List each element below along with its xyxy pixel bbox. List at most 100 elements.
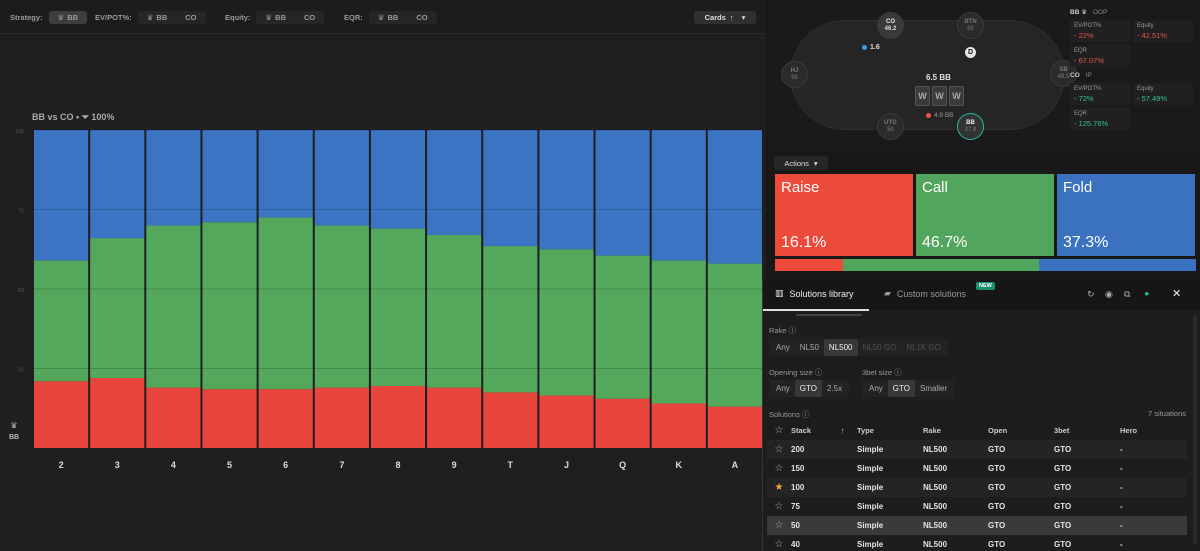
seat-btn[interactable]: BTN 50 — [957, 12, 984, 39]
equity-co-toggle[interactable]: CO — [304, 13, 316, 22]
equity-bb-toggle[interactable]: ♛ BB — [265, 13, 286, 22]
bar-segment-fold-5[interactable] — [202, 130, 257, 223]
bar-segment-fold-A[interactable] — [707, 130, 762, 264]
eye-icon[interactable]: ◉ — [1105, 289, 1113, 299]
bar-segment-fold-2[interactable] — [34, 130, 89, 261]
scrollbar[interactable] — [1193, 315, 1197, 545]
col-stack[interactable]: Stack ↑ — [791, 426, 845, 435]
bar-segment-fold-K[interactable] — [651, 130, 706, 261]
strategy-bb-toggle[interactable]: ♛ BB — [48, 11, 88, 24]
bar-segment-raise-T[interactable] — [483, 392, 538, 448]
ev-bb-toggle[interactable]: ♛ BB — [146, 13, 168, 22]
table-row[interactable]: ☆ 75 Simple NL500 GTO GTO - — [767, 497, 1187, 516]
bar-segment-raise-A[interactable] — [707, 406, 762, 448]
bar-segment-call-9[interactable] — [427, 234, 482, 388]
star-icon[interactable]: ☆ — [774, 520, 784, 531]
threebet-any[interactable]: Any — [869, 384, 883, 393]
bar-segment-call-3[interactable] — [90, 238, 145, 379]
bar-segment-raise-K[interactable] — [651, 403, 706, 448]
actions-dropdown[interactable]: Actions ▾ — [774, 156, 828, 170]
rake-nl50-go[interactable]: NL50 GO — [862, 343, 897, 352]
external-link-icon[interactable]: ⧉ — [1124, 289, 1131, 299]
bar-segment-fold-9[interactable] — [427, 130, 482, 235]
pin-icon[interactable]: ✦ — [1143, 289, 1151, 299]
opening-gto[interactable]: GTO — [794, 380, 822, 397]
col-hero[interactable]: Hero — [1120, 426, 1138, 435]
cell-type: Simple — [857, 521, 884, 530]
ev-co-toggle[interactable]: CO — [185, 13, 197, 22]
seat-co[interactable]: CO 46.2 — [877, 12, 904, 39]
bar-segment-call-J[interactable] — [539, 249, 594, 396]
bar-segment-fold-7[interactable] — [314, 130, 369, 226]
opening-any[interactable]: Any — [776, 384, 790, 393]
eqr-bb-toggle[interactable]: ♛ BB — [377, 13, 399, 22]
table-row[interactable]: ★ 100 Simple NL500 GTO GTO - — [767, 478, 1187, 497]
threebet-gto[interactable]: GTO — [887, 380, 915, 397]
action-raise[interactable]: Raise 16.1% — [775, 174, 913, 256]
rake-nl500[interactable]: NL500 — [823, 339, 858, 356]
opening-size-filter: Any GTO 2.5x — [769, 380, 850, 397]
col-type[interactable]: Type — [857, 426, 874, 435]
star-icon[interactable]: ☆ — [774, 463, 784, 474]
solutions-library: ▥ Solutions library ▰ Custom solutions N… — [762, 280, 1200, 551]
table-row[interactable]: ☆ 200 Simple NL500 GTO GTO - — [767, 440, 1187, 459]
action-call[interactable]: Call 46.7% — [916, 174, 1054, 256]
bar-segment-raise-2[interactable] — [34, 381, 89, 448]
rake-any[interactable]: Any — [776, 343, 790, 352]
bar-segment-call-5[interactable] — [202, 222, 257, 390]
bar-segment-raise-3[interactable] — [90, 378, 145, 448]
bar-segment-fold-4[interactable] — [146, 130, 201, 226]
bar-segment-call-K[interactable] — [651, 260, 706, 404]
col-3bet[interactable]: 3bet — [1054, 426, 1070, 435]
bar-segment-raise-7[interactable] — [314, 387, 369, 448]
bar-segment-call-8[interactable] — [370, 228, 426, 386]
bar-segment-raise-J[interactable] — [539, 395, 594, 448]
tab-custom-solutions[interactable]: ▰ Custom solutions — [884, 288, 966, 299]
tab-solutions-library[interactable]: ▥ Solutions library — [775, 288, 854, 299]
bar-segment-raise-4[interactable] — [146, 387, 201, 448]
seat-bb[interactable]: BB 47.8 — [957, 113, 984, 140]
rake-nl50[interactable]: NL50 — [799, 343, 819, 352]
refresh-icon[interactable]: ↻ — [1087, 289, 1095, 299]
star-icon[interactable]: ☆ — [774, 501, 784, 512]
table-row[interactable]: ☆ 40 Simple NL500 GTO GTO - — [767, 535, 1187, 551]
bar-segment-fold-J[interactable] — [539, 130, 594, 250]
rake-nl1k-go[interactable]: NL1K GO — [906, 343, 941, 352]
col-open[interactable]: Open — [988, 426, 1008, 435]
close-icon[interactable]: ✕ — [1172, 288, 1182, 300]
star-icon[interactable]: ☆ — [774, 425, 784, 436]
bar-segment-call-Q[interactable] — [595, 255, 650, 399]
cell-type: Simple — [857, 483, 884, 492]
star-icon[interactable]: ★ — [774, 482, 784, 493]
star-icon[interactable]: ☆ — [774, 539, 784, 550]
col-rake[interactable]: Rake — [923, 426, 941, 435]
cell-hero: - — [1120, 483, 1123, 492]
seat-hj[interactable]: HJ 50 — [781, 61, 808, 88]
eqr-co-toggle[interactable]: CO — [416, 13, 428, 22]
bar-segment-fold-6[interactable] — [258, 130, 313, 218]
bar-segment-raise-5[interactable] — [202, 389, 257, 448]
table-row[interactable]: ☆ 150 Simple NL500 GTO GTO - — [767, 459, 1187, 478]
bar-segment-raise-9[interactable] — [427, 387, 482, 448]
seat-utg[interactable]: UTG 50 — [877, 113, 904, 140]
bar-segment-call-T[interactable] — [483, 246, 538, 393]
co-stats: EV/POT% - 72% Equity - 57.49% EQR - 125.76% — [1070, 83, 1198, 130]
cards-sort-button[interactable]: Cards ↑ ▾ — [694, 11, 756, 24]
bar-segment-call-6[interactable] — [258, 217, 313, 390]
bar-segment-raise-6[interactable] — [258, 389, 313, 448]
bar-segment-call-7[interactable] — [314, 225, 369, 388]
threebet-smaller[interactable]: Smaller — [919, 384, 948, 393]
bar-segment-fold-3[interactable] — [90, 130, 145, 239]
bar-segment-call-2[interactable] — [34, 260, 89, 382]
opening-2-5x[interactable]: 2.5x — [826, 384, 843, 393]
bar-segment-raise-Q[interactable] — [595, 398, 650, 448]
bar-segment-call-4[interactable] — [146, 225, 201, 388]
bar-segment-call-A[interactable] — [707, 263, 762, 407]
bar-segment-raise-8[interactable] — [370, 385, 426, 448]
bar-segment-fold-Q[interactable] — [595, 130, 650, 256]
action-fold[interactable]: Fold 37.3% — [1057, 174, 1195, 256]
table-row[interactable]: ☆ 50 Simple NL500 GTO GTO - — [767, 516, 1187, 535]
bar-segment-fold-8[interactable] — [370, 130, 426, 229]
bar-segment-fold-T[interactable] — [483, 130, 538, 247]
star-icon[interactable]: ☆ — [774, 444, 784, 455]
